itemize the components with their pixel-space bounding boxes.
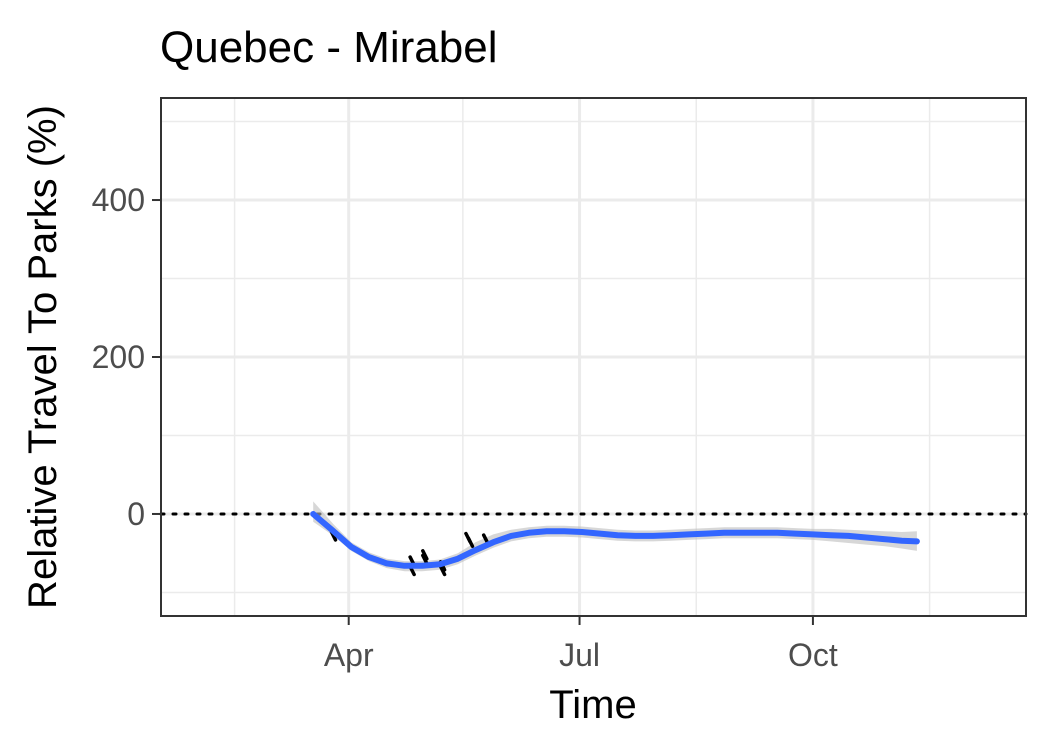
x-tick-label: Oct xyxy=(788,637,838,673)
y-tick-label: 400 xyxy=(92,182,145,218)
x-axis-title: Time xyxy=(549,683,636,727)
x-tick-label: Apr xyxy=(324,637,374,673)
x-tick-label: Jul xyxy=(559,637,600,673)
chart-title: Quebec - Mirabel xyxy=(160,23,497,72)
y-tick-label: 0 xyxy=(127,496,145,532)
y-tick-label: 200 xyxy=(92,339,145,375)
y-axis-title: Relative Travel To Parks (%) xyxy=(21,105,65,609)
